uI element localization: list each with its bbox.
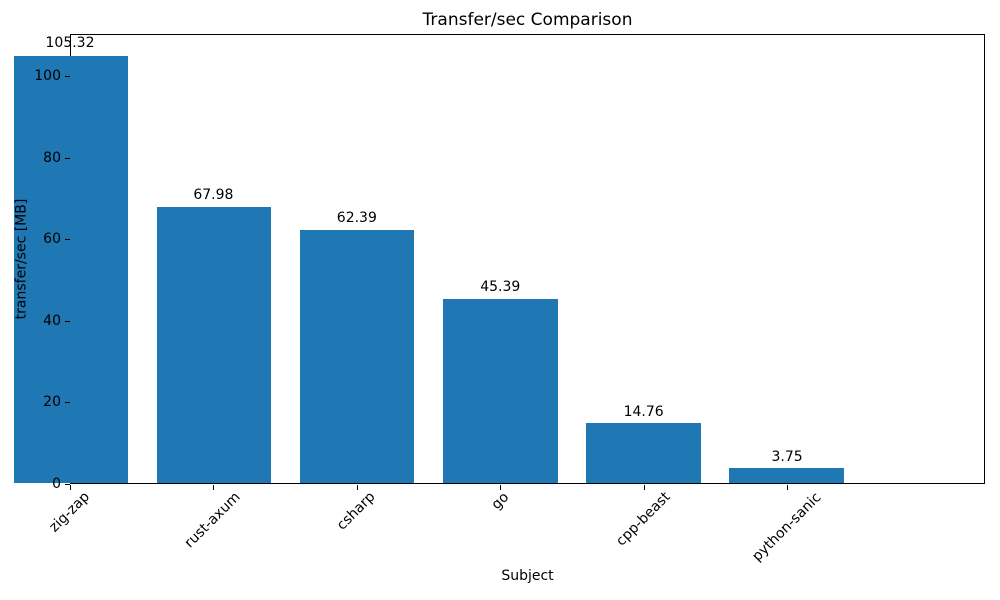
chart-title: Transfer/sec Comparison — [422, 10, 633, 30]
y-tick-mark — [65, 484, 70, 485]
x-tick-mark — [70, 485, 71, 490]
y-tick-mark — [65, 239, 70, 241]
y-tick-label-0: 0 — [52, 476, 61, 492]
x-tick-label-rust-axum: rust-axum — [181, 489, 245, 552]
y-tick-label-60: 60 — [43, 231, 61, 248]
bar-value-label: 62.39 — [336, 209, 377, 226]
x-tick-mark — [787, 485, 789, 490]
bar-value-label: 14.76 — [623, 403, 664, 420]
bar-value-label: 67.98 — [193, 186, 234, 203]
y-tick-label-40: 40 — [43, 312, 61, 329]
x-tick-label-python-sanic: python-sanic — [749, 489, 825, 565]
bar-csharp — [299, 229, 415, 483]
x-tick-mark — [500, 485, 502, 490]
bar-go — [443, 298, 558, 483]
bar-value-label: 105.32 — [45, 34, 95, 51]
x-tick-label-csharp: csharp — [334, 489, 379, 534]
x-tick-label-go: go — [488, 489, 512, 513]
y-tick-mark — [65, 320, 70, 322]
x-tick-mark — [213, 485, 215, 490]
bar-value-label: 45.39 — [480, 278, 521, 295]
y-tick-label-80: 80 — [43, 149, 61, 166]
x-tick-mark — [356, 485, 358, 490]
bar-zig-zap — [13, 55, 129, 483]
y-axis-label: transfer/sec [MB] — [12, 198, 29, 320]
x-axis-label: Subject — [501, 568, 554, 584]
y-tick-mark — [65, 157, 70, 159]
x-tick-mark — [643, 485, 645, 490]
bar-rust-axum — [156, 207, 272, 483]
y-tick-mark — [65, 76, 70, 78]
plot-area — [13, 34, 985, 484]
y-tick-label-100: 100 — [34, 68, 61, 85]
bar-value-label: 3.75 — [771, 448, 803, 465]
bar-cpp-beast — [586, 423, 701, 483]
bar-python-sanic — [729, 467, 844, 483]
x-tick-label-zig-zap: zig-zap — [46, 489, 93, 536]
y-tick-label-20: 20 — [43, 394, 61, 411]
x-tick-label-cpp-beast: cpp-beast — [613, 489, 674, 550]
y-tick-mark — [65, 402, 70, 404]
